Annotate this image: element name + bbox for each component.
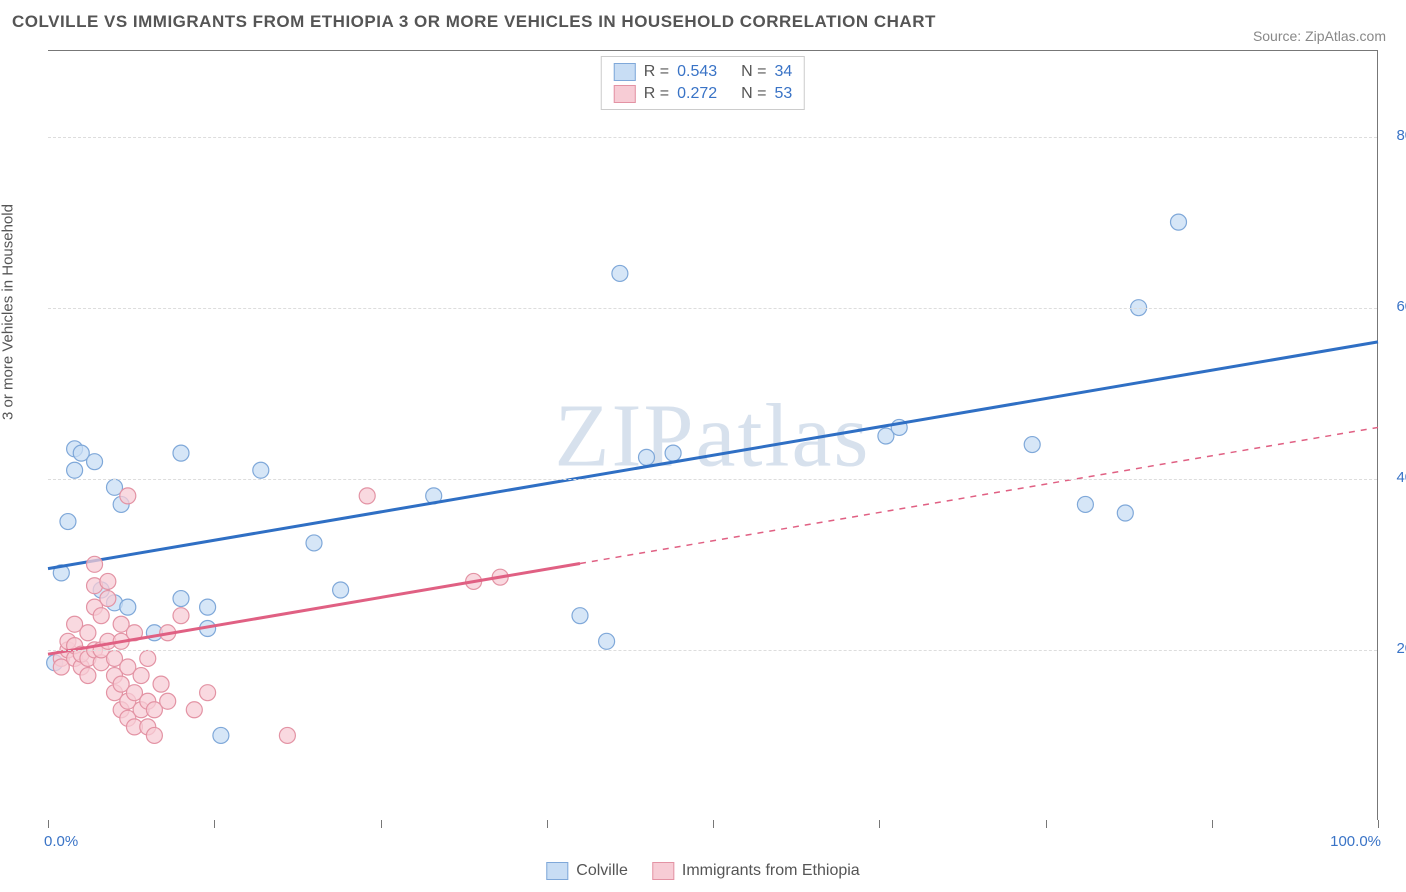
scatter-point-ethiopia <box>100 573 116 589</box>
scatter-point-ethiopia <box>100 591 116 607</box>
scatter-point-ethiopia <box>153 676 169 692</box>
x-tick-label: 100.0% <box>1330 833 1381 850</box>
y-tick-label: 80.0% <box>1396 127 1406 144</box>
scatter-point-colville <box>253 462 269 478</box>
scatter-point-colville <box>639 449 655 465</box>
x-tick-mark <box>1046 820 1047 828</box>
legend-r-label: R = <box>644 85 669 103</box>
y-axis-label: 3 or more Vehicles in Household <box>0 204 17 420</box>
scatter-point-ethiopia <box>80 668 96 684</box>
scatter-point-colville <box>1117 505 1133 521</box>
chart-container: COLVILLE VS IMMIGRANTS FROM ETHIOPIA 3 O… <box>0 0 1406 892</box>
scatter-point-colville <box>200 599 216 615</box>
scatter-point-ethiopia <box>93 608 109 624</box>
legend-swatch <box>652 862 674 880</box>
x-tick-label: 0.0% <box>44 833 78 850</box>
scatter-point-ethiopia <box>87 556 103 572</box>
legend-row: R = 0.543 N = 34 <box>614 61 792 83</box>
scatter-point-ethiopia <box>140 650 156 666</box>
legend-item: Colville <box>546 862 628 880</box>
scatter-point-colville <box>213 727 229 743</box>
legend-swatch <box>614 63 636 81</box>
x-tick-mark <box>713 820 714 828</box>
legend-label: Immigrants from Ethiopia <box>682 862 860 880</box>
legend-row: R = 0.272 N = 53 <box>614 83 792 105</box>
x-tick-mark <box>48 820 49 828</box>
scatter-point-colville <box>599 633 615 649</box>
legend-n-label: N = <box>741 85 766 103</box>
scatter-point-colville <box>572 608 588 624</box>
regression-line-colville <box>48 342 1378 569</box>
gridline <box>48 650 1377 651</box>
x-tick-mark <box>214 820 215 828</box>
scatter-point-colville <box>87 454 103 470</box>
legend-swatch <box>614 85 636 103</box>
regression-line-dashed-ethiopia <box>580 427 1378 563</box>
legend-r-label: R = <box>644 63 669 81</box>
scatter-point-ethiopia <box>160 693 176 709</box>
gridline <box>48 308 1377 309</box>
scatter-point-colville <box>1171 214 1187 230</box>
scatter-point-colville <box>173 591 189 607</box>
x-tick-mark <box>1212 820 1213 828</box>
scatter-point-colville <box>333 582 349 598</box>
scatter-point-colville <box>306 535 322 551</box>
x-tick-mark <box>381 820 382 828</box>
scatter-point-ethiopia <box>173 608 189 624</box>
scatter-point-colville <box>1077 496 1093 512</box>
gridline <box>48 137 1377 138</box>
x-tick-mark <box>547 820 548 828</box>
scatter-point-ethiopia <box>133 668 149 684</box>
legend-r-value: 0.543 <box>677 63 733 81</box>
scatter-point-colville <box>612 265 628 281</box>
scatter-point-ethiopia <box>359 488 375 504</box>
legend-n-label: N = <box>741 63 766 81</box>
gridline <box>48 479 1377 480</box>
scatter-point-ethiopia <box>120 488 136 504</box>
series-legend: Colville Immigrants from Ethiopia <box>546 862 859 880</box>
source-label: Source: ZipAtlas.com <box>1253 28 1386 44</box>
x-tick-mark <box>879 820 880 828</box>
scatter-point-ethiopia <box>146 727 162 743</box>
x-tick-mark <box>1378 820 1379 828</box>
scatter-point-ethiopia <box>186 702 202 718</box>
legend-n-value: 34 <box>774 63 792 81</box>
scatter-point-colville <box>665 445 681 461</box>
legend-item: Immigrants from Ethiopia <box>652 862 860 880</box>
legend-label: Colville <box>576 862 628 880</box>
scatter-point-ethiopia <box>279 727 295 743</box>
scatter-point-colville <box>120 599 136 615</box>
scatter-svg <box>48 51 1377 820</box>
correlation-legend: R = 0.543 N = 34 R = 0.272 N = 53 <box>601 56 805 110</box>
scatter-point-ethiopia <box>80 625 96 641</box>
scatter-point-colville <box>1024 437 1040 453</box>
scatter-point-ethiopia <box>200 685 216 701</box>
y-tick-label: 40.0% <box>1396 469 1406 486</box>
plot-area: ZIPatlas 20.0%40.0%60.0%80.0%0.0%100.0% <box>48 50 1378 820</box>
legend-swatch <box>546 862 568 880</box>
chart-title: COLVILLE VS IMMIGRANTS FROM ETHIOPIA 3 O… <box>12 12 936 32</box>
y-tick-label: 20.0% <box>1396 640 1406 657</box>
legend-n-value: 53 <box>774 85 792 103</box>
legend-r-value: 0.272 <box>677 85 733 103</box>
scatter-point-colville <box>173 445 189 461</box>
y-tick-label: 60.0% <box>1396 298 1406 315</box>
scatter-point-colville <box>60 514 76 530</box>
scatter-point-colville <box>67 462 83 478</box>
